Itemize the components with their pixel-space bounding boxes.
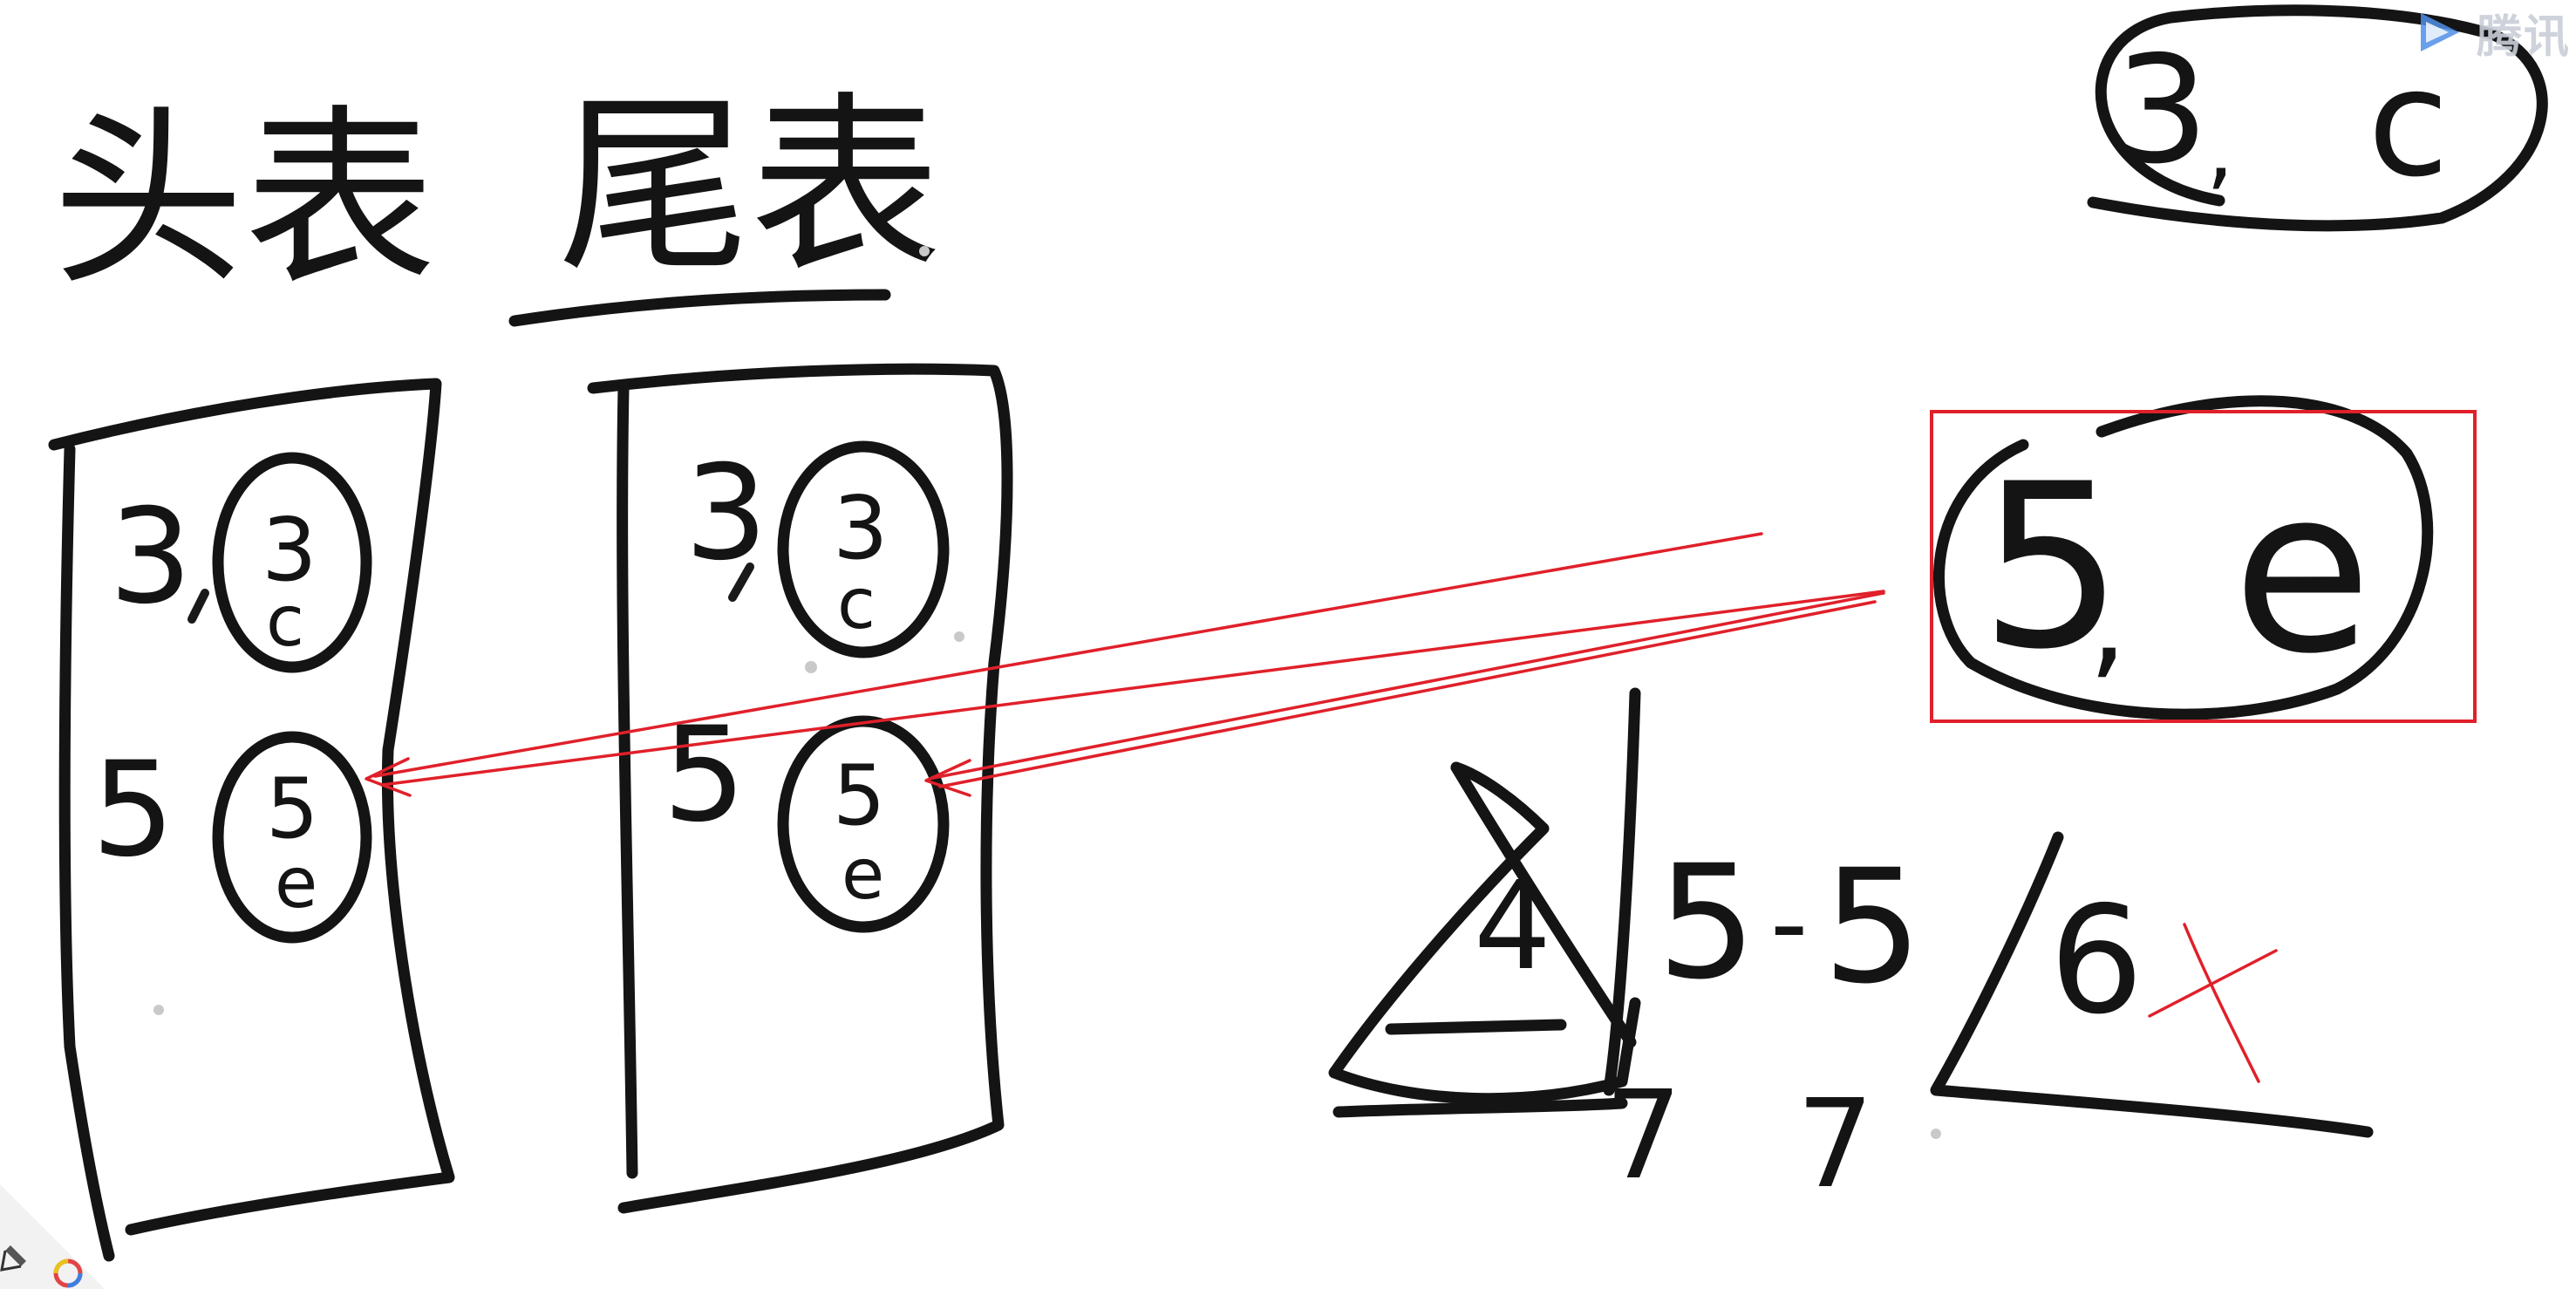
play-icon: [2420, 13, 2459, 51]
pointer-arrows: [365, 532, 1885, 797]
tail-row1-node-bottom: c: [837, 563, 876, 644]
tail-table-outline: [587, 363, 1013, 1214]
head-row1-key: 3: [109, 481, 192, 633]
top-right-node-sep: ,: [2206, 98, 2234, 200]
head-row2-node-top: 5: [266, 761, 318, 857]
title-tail-table: 尾表: [508, 75, 942, 327]
top-right-node-outline: [2087, 4, 2548, 232]
tail-row1-comma: [728, 563, 754, 602]
sketch-cross-stroke: [1450, 761, 1637, 1048]
sketch-digit-7b: 7: [1796, 1074, 1874, 1216]
head-row2-node: [212, 731, 372, 944]
tail-row2-node-bottom: e: [842, 834, 884, 915]
cross-mark-stroke-a: [2148, 949, 2278, 1018]
title-head-table: 头表: [52, 88, 436, 311]
title-head-table-text: 头表: [52, 88, 436, 311]
head-row1-comma: [187, 589, 209, 624]
sketch-digit-7a: 7: [1605, 1065, 1682, 1207]
arrow-to-head-line-b: [380, 590, 1885, 787]
tail-row2-node: [777, 715, 950, 933]
head-row2-key: 5: [92, 734, 174, 886]
sketch-vertical-line: [1603, 687, 1641, 1096]
highlighted-node: 5 , e: [1930, 395, 2477, 723]
top-right-node-left: 3: [2115, 24, 2209, 197]
logo-text: 腾讯: [2476, 10, 2571, 64]
bottom-sketch: 4 5 - 5 6 7 7: [1328, 687, 2374, 1216]
head-table-outline: [48, 378, 455, 1236]
head-table-left-edge: [58, 443, 115, 1262]
arrow-to-head-tip: [365, 757, 412, 797]
arrow-to-tail-line-b: [938, 600, 1877, 788]
head-row1-node: [212, 452, 372, 673]
tail-row1-node-top: 3: [833, 477, 889, 579]
tail-table-left-edge: [617, 382, 638, 1179]
sketch-bottom-stroke: [1332, 1097, 1628, 1118]
tail-row1-node: [777, 440, 950, 658]
tail-row2-node-top: 5: [833, 748, 885, 844]
sketch-base-stroke: [1385, 1019, 1567, 1035]
watermark-logo: 腾讯: [2405, 0, 2576, 65]
color-wheel-icon[interactable]: [53, 1258, 83, 1288]
cross-mark-stroke-b: [2183, 923, 2260, 1083]
highlighted-node-left: 5: [1980, 436, 2123, 699]
tail-table: 3 3 c 5 5 e: [587, 363, 1013, 1214]
sketch-digit-4: 4: [1474, 856, 1551, 998]
head-row1-node-bottom: c: [266, 581, 304, 662]
highlight-box: [1930, 410, 2477, 723]
top-right-node-right: c: [2368, 38, 2449, 210]
top-right-node: 3 , c: [2087, 4, 2548, 232]
background-specks: [153, 246, 1941, 1139]
sketch-triangle: [1328, 761, 1641, 1105]
head-table: 3 3 c 5 5 e: [48, 378, 455, 1262]
sketch-dash: -: [1770, 863, 1808, 985]
head-row1-node-top: 3: [262, 499, 317, 601]
highlighted-node-sep: ,: [2089, 550, 2128, 692]
tail-row1-key: 3: [685, 438, 767, 590]
arrow-to-head-line-a: [373, 532, 1763, 778]
arrow-to-tail-tip: [924, 759, 971, 797]
title-underline: [508, 289, 891, 327]
sketch-digit-5b: 5: [1823, 836, 1923, 1019]
sketch-l-corner: [1930, 831, 2374, 1138]
highlighted-node-right: e: [2232, 440, 2372, 704]
pen-icon[interactable]: [0, 1245, 26, 1272]
title-tail-table-text: 尾表: [558, 75, 942, 298]
sketch-digit-5a: 5: [1657, 832, 1757, 1014]
head-row2-node-bottom: e: [275, 842, 317, 924]
toolbar-corner: [0, 1184, 105, 1289]
sketch-digit-6: 6: [2049, 875, 2143, 1047]
arrow-to-tail-line-a: [931, 591, 1885, 780]
